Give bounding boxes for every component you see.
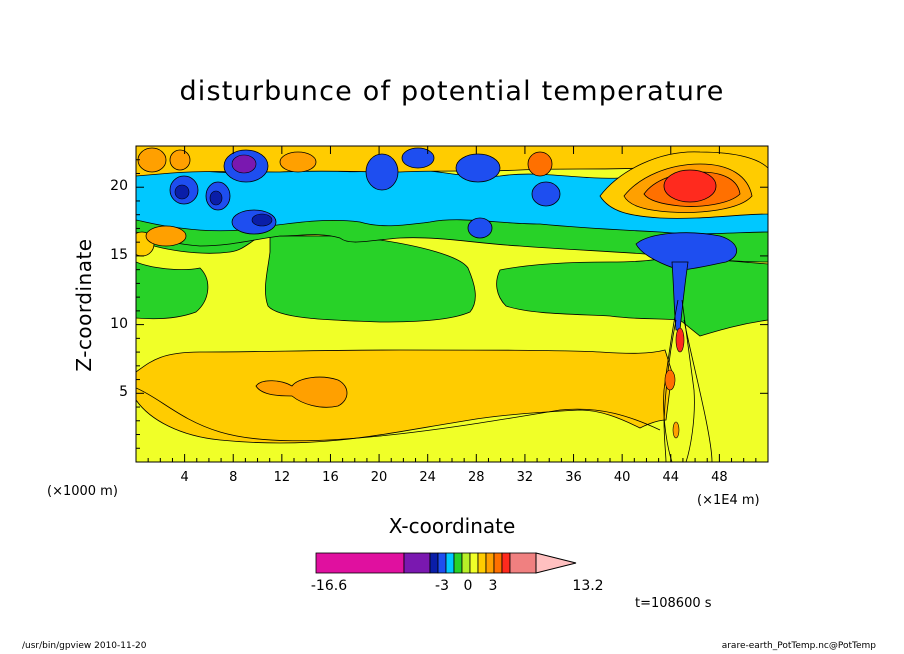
warm-band-outer [136, 349, 673, 444]
top-warm-spot-2 [169, 149, 191, 171]
colorbar-label: -16.6 [310, 578, 348, 594]
x-tick-label: 4 [180, 470, 189, 485]
x-axis-label: X-coordinate [0, 514, 904, 538]
x-tick-label: 48 [711, 470, 728, 485]
axes [135, 145, 769, 463]
colorbar-swatch [477, 552, 487, 574]
x-tick-label: 16 [322, 470, 339, 485]
cold-blob-3-core [231, 154, 257, 174]
top-warm-spot-1 [137, 147, 167, 173]
colorbar-arrow [535, 552, 577, 574]
colorbar-label: 0 [463, 578, 473, 594]
cold-blob-1-core [174, 184, 190, 200]
y-tick-label: 10 [110, 315, 128, 332]
green-region-left [136, 231, 476, 323]
colorbar-swatch [445, 552, 455, 574]
plume-warm-spot-2 [675, 327, 685, 353]
green-region-right [496, 255, 768, 337]
heatmap-field [136, 146, 768, 462]
colorbar-label: -3 [435, 578, 449, 594]
colorbar-swatch [315, 552, 405, 574]
top-warm-spot-6 [145, 225, 187, 247]
colorbar-label: 3 [488, 578, 498, 594]
x-tick-label: 20 [370, 470, 388, 485]
x-tick-label: 28 [468, 470, 485, 485]
time-label: t=108600 s [635, 596, 712, 611]
cold-blob-9 [531, 181, 561, 207]
colorbar-swatch [469, 552, 479, 574]
lower-contour [136, 387, 661, 442]
footer-left: /usr/bin/gpview 2010-11-20 [22, 641, 147, 651]
x-tick-label: 40 [613, 470, 631, 485]
colorbar-swatch [453, 552, 463, 574]
cold-core-right [635, 232, 737, 271]
colorbar-swatch [501, 552, 511, 574]
colorbar-swatch [437, 552, 447, 574]
y-tick-label: 20 [110, 178, 128, 195]
top-warm-spot-4 [527, 151, 553, 177]
cold-blob-7 [455, 153, 501, 183]
x-tick-label: 32 [516, 470, 534, 485]
cold-blob-8 [467, 217, 493, 239]
footer-right: arare-earth_PotTemp.nc@PotTemp [721, 641, 876, 651]
colorbar [315, 552, 577, 574]
x-tick-label: 36 [565, 470, 582, 485]
cold-blob-4-core [251, 213, 273, 227]
cold-blob-2-core [209, 190, 223, 206]
plume-contour-3 [663, 319, 677, 462]
chart-title: disturbunce of potential temperature [179, 76, 725, 107]
x-unit-right: (×1E4 m) [697, 493, 760, 508]
x-unit-left: (×1000 m) [47, 484, 118, 499]
colorbar-label: 13.2 [572, 578, 604, 594]
cold-blob-6 [401, 147, 435, 169]
green-region-lefttop-patch [136, 261, 209, 320]
plume-warm-spot-1 [664, 369, 676, 391]
y-tick-label: 5 [119, 384, 128, 401]
plume-contour-1 [663, 299, 679, 462]
y-tick-label: 15 [110, 246, 128, 263]
colorbar-swatch [485, 552, 495, 574]
x-tick-label: 24 [419, 470, 436, 485]
colorbar-swatch [429, 552, 439, 574]
x-tick-label: 44 [662, 470, 680, 485]
colorbar-swatch [493, 552, 503, 574]
x-tick-label: 8 [229, 470, 238, 485]
colorbar-swatch [403, 552, 431, 574]
warm-core-peak [663, 169, 717, 203]
x-tick-label: 12 [273, 470, 291, 485]
plume-contour-4 [683, 319, 713, 462]
warm-patch-left [255, 376, 348, 408]
top-warm-spot-3 [279, 151, 317, 173]
colorbar-swatch [461, 552, 471, 574]
cold-blob-5 [365, 153, 399, 191]
x-axis-label-text: X-coordinate [388, 514, 516, 538]
plume-warm-spot-3 [672, 421, 680, 439]
colorbar-swatch [509, 552, 537, 574]
